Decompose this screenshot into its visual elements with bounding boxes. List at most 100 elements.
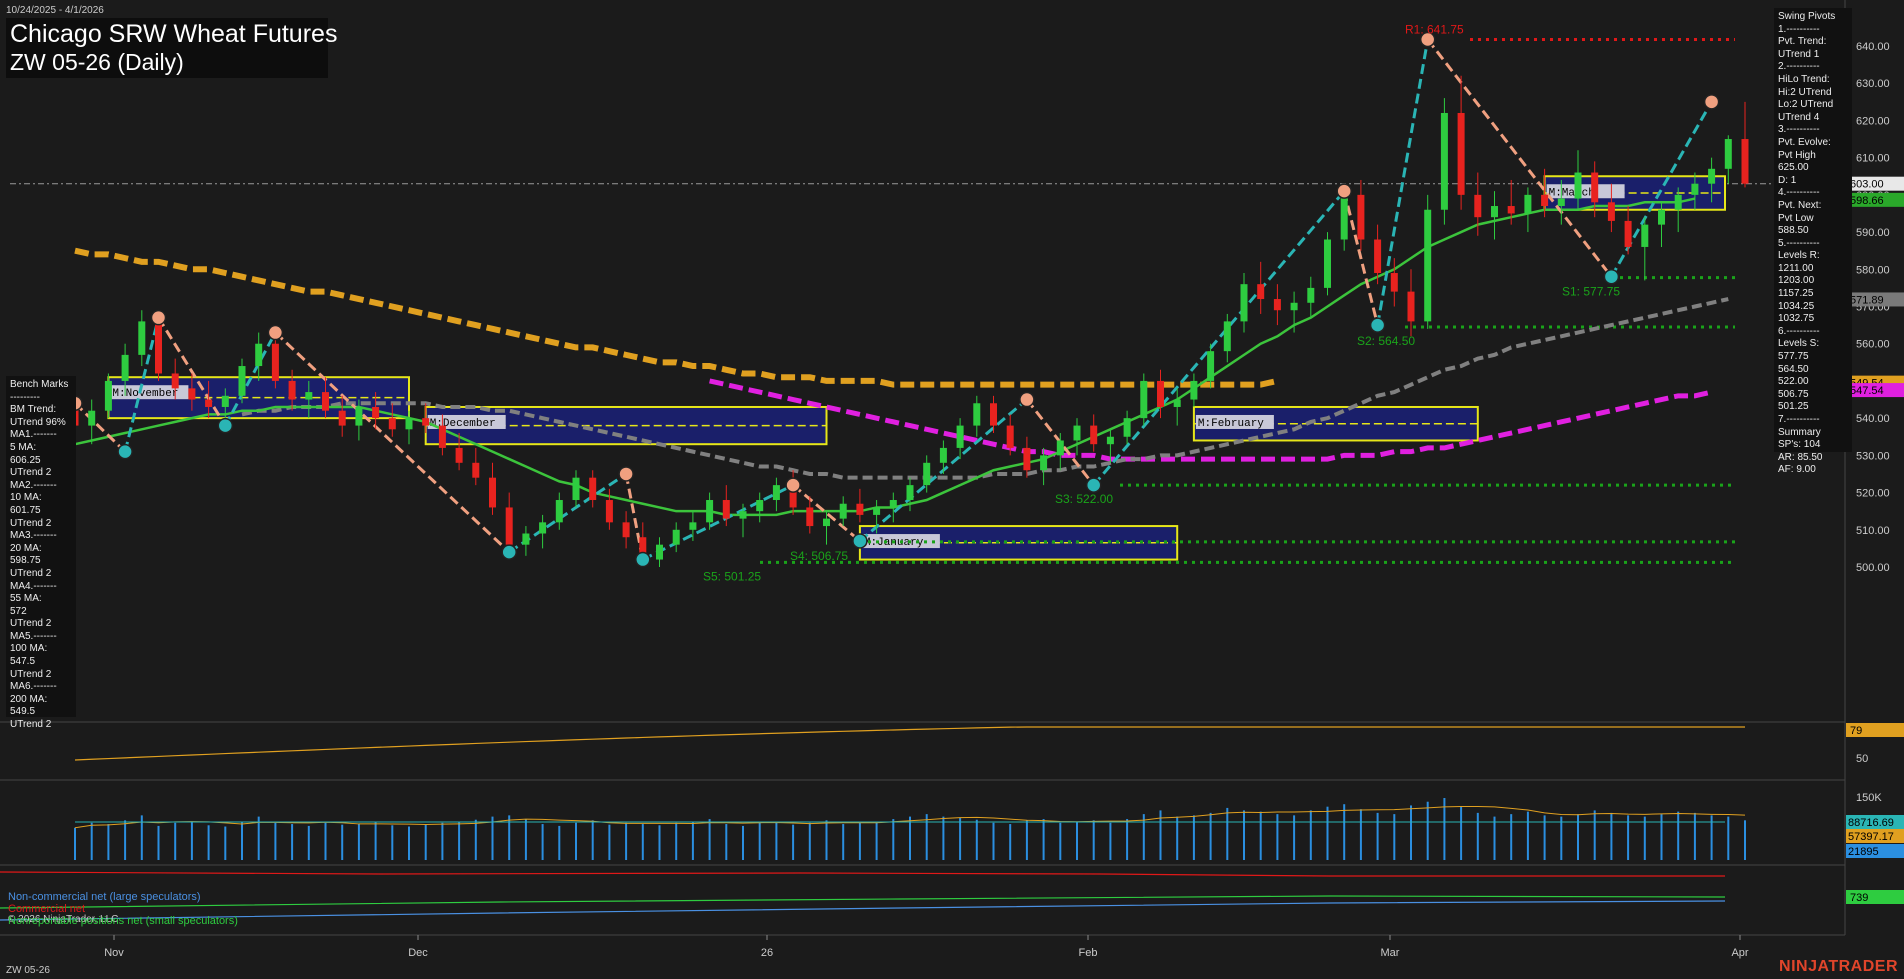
- monthly-box-label: M:March: [1549, 187, 1595, 199]
- candle-body: [221, 395, 229, 407]
- y-tick-label: 530.00: [1856, 450, 1890, 462]
- candle-body: [823, 518, 830, 527]
- candle-body: [288, 380, 296, 400]
- pivot-point: [1336, 183, 1352, 199]
- candle-body: [1574, 172, 1582, 199]
- candle-body: [88, 410, 96, 426]
- legend-noncommercial: Non-commercial net (large speculators): [8, 891, 201, 903]
- cot-label: 739: [1850, 892, 1868, 904]
- candle-body: [906, 485, 914, 501]
- candle-body: [605, 500, 613, 523]
- candle-body: [1724, 139, 1732, 169]
- y-tick-label: 520.00: [1856, 488, 1890, 500]
- volume-label: 57397.17: [1848, 831, 1894, 843]
- candle-body: [438, 425, 446, 448]
- candle-body: [422, 418, 430, 426]
- oscillator-line: [74, 726, 1745, 761]
- candle-body: [1207, 351, 1215, 381]
- candle-body: [1424, 209, 1432, 322]
- pivot-line: [73, 402, 127, 453]
- candle-body: [1357, 194, 1365, 240]
- candle-body: [1658, 209, 1665, 225]
- candle-body: [1390, 273, 1398, 292]
- pivot-point: [150, 309, 167, 326]
- candle-body: [1741, 139, 1749, 184]
- candle-body: [1223, 321, 1231, 352]
- candle-body: [472, 462, 480, 478]
- pivot-point: [1419, 31, 1436, 48]
- ma20-line: [74, 197, 1696, 517]
- y-tick-label: 580.00: [1856, 264, 1890, 276]
- candle-body: [1708, 168, 1716, 184]
- volume-label: 21895: [1848, 846, 1879, 858]
- candle-body: [505, 507, 513, 545]
- candle-body: [238, 366, 246, 396]
- monthly-label-bg: [110, 385, 189, 400]
- candle-body: [856, 503, 864, 515]
- pivot-point: [1085, 477, 1102, 493]
- x-tick-label: Feb: [1079, 947, 1098, 959]
- price-label-bg: [1846, 383, 1904, 398]
- candle-body: [1457, 112, 1465, 195]
- candle-body: [589, 477, 597, 501]
- candle-body: [1023, 447, 1031, 471]
- chart-subtitle: ZW 05-26 (Daily): [10, 49, 184, 75]
- candle-body: [1290, 302, 1298, 311]
- candle-body: [1557, 198, 1565, 207]
- candle-body: [1407, 291, 1415, 322]
- price-label-bg: [1846, 292, 1904, 307]
- volume-label-bg: [1846, 815, 1904, 829]
- candle-body: [1190, 380, 1198, 400]
- candle-body: [338, 410, 346, 426]
- pivot-point: [501, 544, 517, 560]
- y-tick-label: 560.00: [1856, 339, 1890, 351]
- candle-body: [455, 447, 463, 463]
- candle-body: [155, 321, 162, 374]
- pivot-line: [1342, 190, 1380, 326]
- price-label-bg: [1846, 192, 1904, 207]
- candle-body: [639, 537, 647, 560]
- y-tick-label: 590.00: [1856, 227, 1890, 239]
- pivot-point: [117, 443, 133, 460]
- y-tick-label: 540.00: [1856, 413, 1890, 425]
- candle-body: [121, 354, 129, 381]
- legend-commercial: Commercial net: [8, 903, 86, 915]
- candle-body: [1624, 220, 1632, 247]
- candle-body: [689, 522, 697, 530]
- candle-body: [873, 507, 881, 515]
- candle-body: [889, 500, 897, 508]
- candle-body: [255, 343, 263, 367]
- candle-body: [973, 403, 981, 426]
- candle-body: [1474, 194, 1482, 218]
- title-box: [6, 18, 328, 78]
- candle-body: [1641, 224, 1649, 247]
- level-annotation: S2: 564.50: [1357, 334, 1415, 348]
- candle-body: [772, 485, 780, 501]
- candle-body: [1307, 287, 1315, 303]
- candle-body: [1691, 183, 1699, 195]
- candle-body: [405, 418, 413, 430]
- pivot-point: [267, 324, 284, 341]
- candle-body: [1173, 399, 1181, 407]
- pivot-point: [1703, 94, 1720, 110]
- y-tick-label: 500.00: [1856, 562, 1890, 574]
- candle-body: [1040, 455, 1048, 471]
- candle-body: [1524, 194, 1532, 214]
- pivot-line: [642, 483, 794, 561]
- candle-body: [1090, 425, 1098, 445]
- candle-body: [1674, 194, 1682, 210]
- y-tick-label: 610.00: [1856, 153, 1890, 165]
- x-tick-label: Mar: [1381, 947, 1400, 959]
- candle-body: [522, 533, 530, 545]
- pivot-line: [1092, 190, 1346, 487]
- volume-label-bg: [1846, 829, 1904, 843]
- x-tick-label: Apr: [1731, 947, 1748, 959]
- candle-body: [1157, 380, 1164, 407]
- pivot-line: [223, 331, 277, 427]
- pivot-line: [1426, 38, 1613, 278]
- monthly-box-label: M:November: [112, 388, 178, 400]
- candle-body: [138, 321, 146, 355]
- candle-body: [1340, 194, 1348, 240]
- candle-body: [1106, 436, 1114, 445]
